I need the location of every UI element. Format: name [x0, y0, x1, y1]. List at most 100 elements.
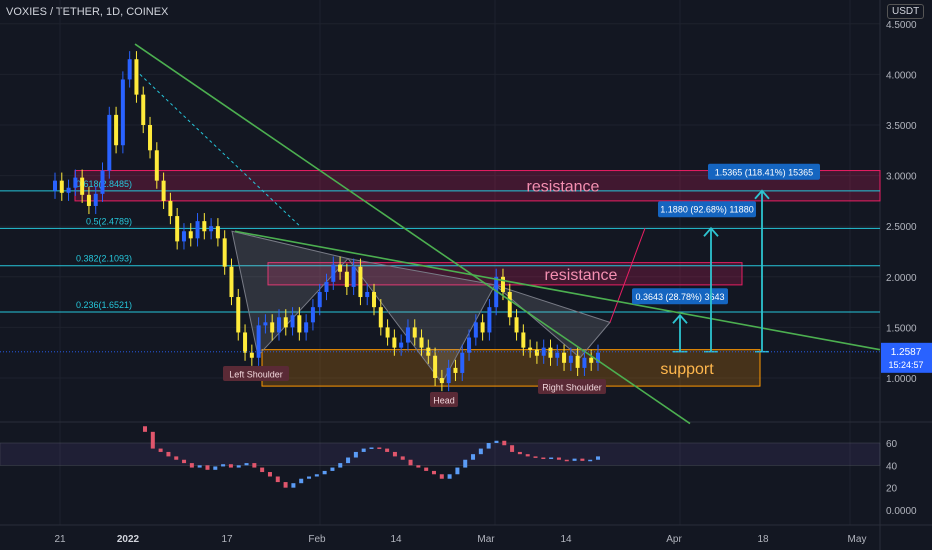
rsi-bar [267, 472, 272, 477]
head-shoulders-pattern [231, 228, 646, 384]
candle-body [487, 307, 492, 333]
rsi-bar [150, 431, 155, 449]
rsi-bar [463, 459, 468, 468]
candle-body [86, 194, 91, 206]
time-tick-label: 18 [757, 534, 769, 545]
time-tick-label: 21 [54, 534, 66, 545]
rsi-bar [275, 476, 280, 483]
trendline-dashed [139, 74, 301, 227]
price-tick-label: 4.0000 [886, 70, 917, 81]
rsi-bar [517, 451, 522, 455]
rsi-bar [353, 451, 358, 458]
candle-body [304, 322, 309, 333]
candle-body [562, 352, 567, 363]
pattern-label-box [430, 392, 458, 407]
candle-body [596, 352, 600, 363]
candle-body [358, 266, 363, 298]
candle-body [107, 114, 112, 171]
rsi-bar [213, 466, 218, 470]
price-tick-label: 3.0000 [886, 172, 917, 183]
rsi-tick-label: 40 [886, 461, 898, 472]
candle-body [141, 94, 146, 125]
zone-box [267, 262, 743, 286]
time-tick-label: Mar [477, 534, 495, 545]
rsi-bar [283, 482, 288, 488]
rsi-bar [416, 465, 421, 468]
price-badge-countdown: 15:24:57 [888, 360, 923, 370]
price-tick-label: 1.0000 [886, 374, 917, 385]
time-tick-label: Feb [308, 534, 326, 545]
candle-body [114, 114, 119, 146]
rsi-bar [291, 483, 296, 488]
price-badge-box [881, 342, 932, 373]
candle-body [433, 355, 438, 378]
candle-body [351, 266, 356, 287]
candle-body [480, 322, 485, 333]
rsi-bar [439, 474, 444, 479]
candle-body [188, 231, 193, 239]
rsi-bar [314, 474, 319, 477]
candle-body [168, 200, 173, 217]
rsi-bar [377, 447, 382, 449]
candle-body [53, 180, 57, 191]
rsi-bar [228, 464, 233, 468]
rsi-bar [189, 463, 194, 468]
candle-body [127, 59, 132, 80]
rsi-bar [431, 470, 436, 475]
rsi-bar [221, 464, 226, 467]
candle-body [467, 337, 472, 353]
target-arrowhead [672, 313, 688, 324]
time-tick-label: May [848, 534, 867, 545]
rsi-pane [0, 426, 881, 488]
rsi-bar [392, 451, 397, 457]
rsi-bar [182, 459, 187, 464]
candle-body [582, 357, 587, 368]
candle-body [256, 325, 261, 358]
fib-label: 0.5(2.4789) [86, 216, 132, 226]
rsi-bar [143, 426, 147, 432]
candle-body [66, 187, 71, 193]
target-arrowhead [703, 226, 719, 237]
candle-body [243, 332, 248, 353]
rsi-bar [385, 448, 390, 452]
pattern-label: Right Shoulder [542, 383, 602, 393]
candle-body [276, 317, 281, 333]
pattern-shape [231, 230, 349, 357]
rsi-bar [166, 451, 171, 457]
price-tick-label: 2.0000 [886, 273, 917, 284]
zone-box [261, 349, 761, 387]
target-label-box [632, 288, 728, 305]
rsi-tick-label: 20 [886, 484, 898, 495]
candle-body [175, 216, 180, 242]
rsi-bar [455, 467, 460, 475]
symbol-title[interactable]: VOXIES / TETHER, 1D, COINEX [6, 6, 169, 18]
candle-body [344, 271, 349, 287]
candle-body [249, 352, 254, 358]
rsi-bar [596, 456, 600, 460]
candle-body [548, 347, 553, 358]
rsi-tick-label: 60 [886, 439, 898, 450]
support-label: support [660, 361, 714, 378]
target-label: 1.1880 (92.68%) 11880 [660, 205, 753, 215]
candle-body [331, 264, 336, 282]
candle-body [297, 315, 302, 333]
candle-body [521, 332, 526, 348]
target-arrowhead [754, 189, 770, 200]
rsi-bar [244, 463, 249, 466]
price-tick-label: 3.5000 [886, 121, 917, 132]
candle-body [392, 337, 397, 348]
candle-body [419, 337, 424, 348]
fib-label: 0.382(2.1093) [76, 254, 132, 264]
candle-body [120, 79, 125, 146]
currency-badge[interactable]: USDT [887, 4, 925, 19]
candle-body [134, 59, 139, 95]
target-label: 0.3643 (28.78%) 3643 [635, 292, 724, 302]
candle-body [222, 238, 227, 267]
candle-body [426, 347, 431, 356]
pattern-label: Head [433, 396, 455, 406]
rsi-bar [369, 447, 374, 449]
time-tick-label: 14 [390, 534, 402, 545]
candle-body [283, 317, 288, 328]
rsi-bar [588, 459, 593, 462]
